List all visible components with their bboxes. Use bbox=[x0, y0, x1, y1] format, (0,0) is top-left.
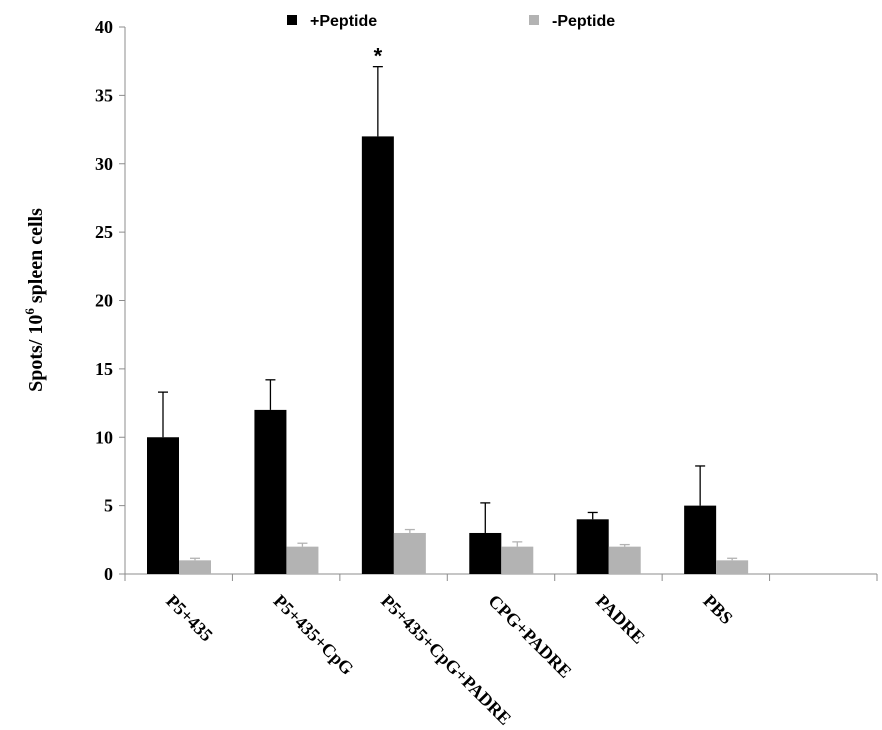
y-tick-label: 5 bbox=[104, 496, 113, 516]
y-axis-label: Spots/ 106 spleen cells bbox=[22, 208, 47, 392]
bar bbox=[286, 546, 319, 574]
legend-label: -Peptide bbox=[552, 13, 615, 30]
y-tick-label: 10 bbox=[95, 427, 113, 447]
legend-label: +Peptide bbox=[310, 13, 377, 30]
bar bbox=[179, 560, 211, 574]
x-tick-label: PADRE bbox=[592, 591, 649, 648]
bar bbox=[501, 546, 534, 574]
significance-marker: * bbox=[374, 44, 383, 69]
error-bars: * bbox=[158, 44, 738, 561]
bar bbox=[361, 136, 394, 574]
y-axis: 0 5 10 15 20 25 30 35 40 bbox=[95, 17, 126, 584]
bar bbox=[684, 505, 717, 574]
y-tick-label: 25 bbox=[95, 222, 113, 242]
bar bbox=[254, 409, 287, 574]
bar bbox=[576, 519, 609, 574]
bar bbox=[147, 437, 179, 574]
x-tick-label: CPG+PADRE bbox=[484, 591, 575, 682]
bars bbox=[147, 136, 749, 574]
bar bbox=[393, 532, 426, 574]
legend: +Peptide -Peptide bbox=[287, 13, 615, 30]
y-tick-label: 40 bbox=[95, 17, 113, 37]
bar bbox=[608, 546, 641, 574]
x-tick-label: PBS bbox=[699, 591, 736, 628]
legend-swatch bbox=[287, 15, 297, 25]
y-tick-label: 20 bbox=[95, 291, 113, 311]
x-tick-label: P5+435+CpG bbox=[270, 591, 358, 679]
y-tick-label: 30 bbox=[95, 154, 113, 174]
y-tick-label: 15 bbox=[95, 359, 113, 379]
y-tick-label: 0 bbox=[104, 564, 113, 584]
x-tick-label: P5+435 bbox=[162, 591, 217, 646]
x-axis: P5+435 P5+435+CpG P5+435+CpG+PADRECPG+PADR… bbox=[124, 573, 878, 729]
y-tick-label: 35 bbox=[95, 85, 113, 105]
bar bbox=[716, 560, 749, 574]
bar bbox=[469, 532, 502, 574]
legend-swatch bbox=[529, 15, 539, 25]
